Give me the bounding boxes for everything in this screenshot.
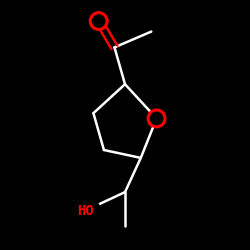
Text: HO: HO <box>77 204 94 218</box>
